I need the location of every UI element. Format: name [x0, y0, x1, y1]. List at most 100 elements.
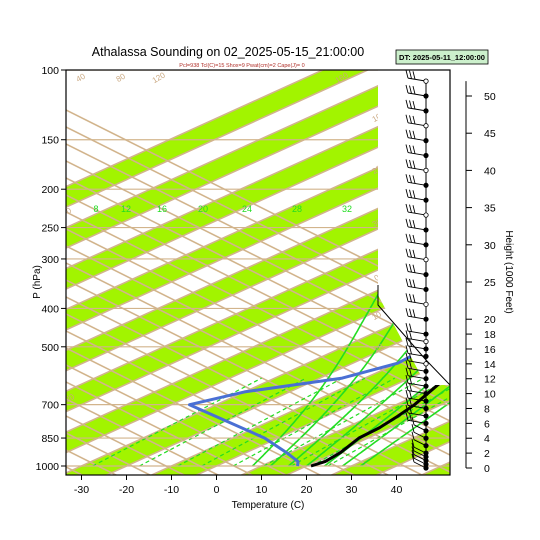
wind-barb-flag	[405, 263, 409, 272]
mixing-ratio-line	[311, 387, 450, 467]
wind-barb-flag	[405, 382, 409, 391]
wind-dot	[423, 242, 429, 248]
p-tick-label: 500	[41, 342, 59, 354]
wind-barb-flag	[405, 352, 409, 361]
wind-dot	[423, 331, 429, 337]
wind-barb-flag	[405, 174, 409, 183]
mixing-ratio-label: 20	[198, 204, 208, 214]
wind-barb-flag	[409, 278, 412, 288]
wind-barb	[407, 137, 427, 142]
isotherm-line	[329, 420, 450, 475]
wind-barb-flag	[405, 360, 409, 369]
wind-barb-flag	[412, 205, 416, 214]
wind-barb-flag	[405, 159, 409, 168]
wind-dot	[423, 361, 429, 367]
wind-barb-flag	[405, 233, 409, 242]
isotherm-line	[66, 174, 450, 352]
wind-barb-flag	[409, 330, 412, 340]
p-tick-label: 150	[41, 135, 59, 147]
wind-barb-flag	[412, 219, 416, 229]
wind-barb-flag	[412, 234, 416, 244]
wind-dot	[423, 420, 429, 426]
dry-adiabat-line	[66, 381, 254, 475]
p-tick-label: 1000	[36, 461, 60, 473]
dry-adiabat-line	[66, 143, 450, 337]
wind-dot	[423, 443, 429, 449]
wind-barb-flag	[409, 264, 412, 273]
wind-barb-flag	[405, 367, 409, 376]
wind-barb	[407, 166, 427, 171]
wind-barb-flag	[412, 100, 416, 110]
wind-barb-flag	[409, 249, 412, 258]
wind-barb-flag	[409, 204, 412, 213]
wind-barb-flag	[409, 159, 412, 169]
wind-barb-flag	[405, 308, 409, 317]
wind-barb-flag	[409, 405, 412, 414]
p-tick-label: 400	[41, 303, 59, 315]
dry-adiabat-lines	[66, 109, 450, 475]
wind-barb-flag	[405, 203, 409, 213]
wind-barb	[407, 360, 427, 365]
dry-adiabat-line	[66, 364, 288, 475]
wind-dot	[423, 376, 429, 382]
wind-barb-flag	[409, 144, 412, 154]
moist-adiabat-line	[342, 385, 450, 467]
wind-barb-flag	[405, 248, 409, 257]
wind-barb-flag	[412, 86, 416, 95]
wind-barb-flag	[412, 249, 416, 258]
height-tick-label: 10	[484, 389, 496, 401]
wind-barb	[407, 367, 427, 372]
wind-barb-flag	[412, 145, 416, 154]
wind-dot	[423, 257, 429, 263]
x-tick-label: -30	[74, 484, 89, 496]
wind-barb-flag	[405, 322, 409, 332]
wind-barb-flag	[405, 389, 409, 399]
wind-barb-flag	[411, 446, 415, 455]
wind-barb	[407, 107, 427, 112]
height-tick-label: 25	[484, 277, 496, 289]
dry-adiabat-line	[66, 228, 450, 422]
wind-barb-flag	[411, 450, 415, 459]
height-tick-label: 45	[484, 128, 496, 140]
wind-barb-flag	[409, 308, 412, 317]
wind-dot	[423, 435, 429, 441]
x-tick-label: 40	[391, 484, 403, 496]
wind-barb	[407, 226, 427, 231]
height-tick-label: 18	[484, 329, 496, 341]
wind-barb	[407, 375, 427, 380]
mixing-ratio-label: 8	[93, 204, 98, 214]
wind-barb-flag	[405, 404, 409, 414]
wind-dot	[423, 346, 429, 352]
wind-barb-flag	[409, 234, 412, 243]
isotherm-line	[66, 70, 325, 188]
dry-adiabat-line	[66, 279, 450, 473]
isotherm-line	[66, 236, 450, 413]
wind-barb-flag	[411, 453, 415, 463]
mixing-ratio-labels: 8 12 16 20 24 28 32	[93, 204, 352, 214]
wind-barb-flag	[409, 397, 412, 407]
dt-box	[395, 49, 489, 65]
height-tick-label: 30	[484, 240, 496, 252]
wind-barbs	[405, 70, 429, 471]
wind-barb-flag	[405, 412, 409, 421]
height-tick-label: 2	[484, 448, 490, 460]
wind-dot	[423, 383, 429, 389]
wind-barb-flag	[409, 85, 412, 94]
isotherm-line	[66, 277, 450, 454]
wind-barb-flag	[409, 219, 412, 228]
wind-barb-flag	[409, 338, 412, 347]
height-tick-label: 6	[484, 418, 490, 430]
wind-barb-flag	[412, 160, 416, 169]
wind-dot	[423, 286, 429, 293]
wind-barb-flag	[405, 293, 409, 302]
wind-dot	[423, 413, 429, 419]
wind-dot	[423, 197, 429, 203]
wind-barb	[407, 256, 427, 261]
moist-adiabat-line	[360, 401, 450, 467]
moist-adiabat-line	[287, 287, 450, 467]
wind-dot	[423, 405, 429, 412]
mixing-ratio-line	[139, 377, 307, 467]
wind-barb-flag	[405, 337, 409, 347]
wind-barb-flag	[409, 323, 412, 332]
mixing-ratio-label: 16	[157, 204, 167, 214]
